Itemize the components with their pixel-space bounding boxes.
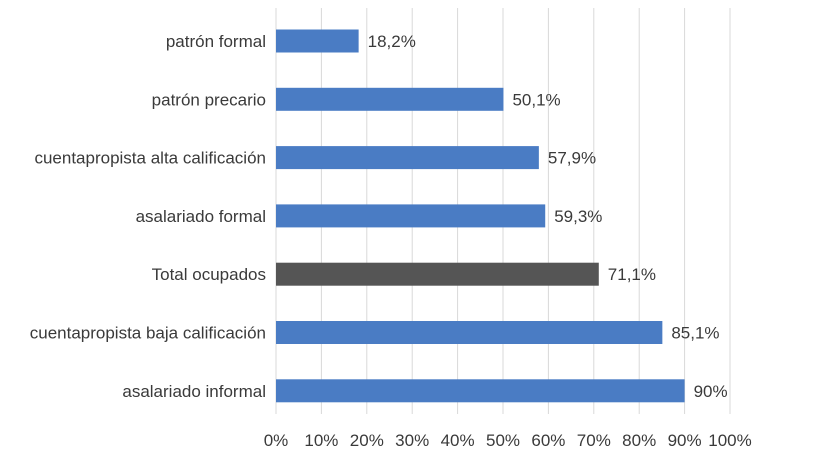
bar <box>276 204 546 228</box>
bar <box>276 87 504 111</box>
data-label: 57,9% <box>548 149 596 168</box>
x-tick-label: 10% <box>304 431 338 450</box>
data-labels: 18,2% 50,1% 57,9% 59,3% 71,1% 85,1% 90% <box>368 32 728 401</box>
data-label: 18,2% <box>368 32 416 51</box>
bar <box>276 379 685 403</box>
category-label: cuentapropista alta calificación <box>34 149 266 168</box>
bar <box>276 262 599 286</box>
x-tick-label: 90% <box>668 431 702 450</box>
x-tick-label: 0% <box>264 431 289 450</box>
category-labels: patrón formal patrón precario cuentapropis… <box>30 32 266 401</box>
bars-group <box>276 29 685 403</box>
x-tick-label: 60% <box>531 431 565 450</box>
x-tick-label: 80% <box>622 431 656 450</box>
x-tick-label: 40% <box>441 431 475 450</box>
bar <box>276 29 359 53</box>
data-label: 85,1% <box>671 324 719 343</box>
x-tick-label: 20% <box>350 431 384 450</box>
x-tick-label: 100% <box>708 431 751 450</box>
x-tick-label: 70% <box>577 431 611 450</box>
x-tick-label: 30% <box>395 431 429 450</box>
category-label: asalariado formal <box>136 207 266 226</box>
data-label: 59,3% <box>554 207 602 226</box>
category-label: asalariado informal <box>122 382 266 401</box>
category-label: patrón formal <box>166 32 266 51</box>
data-label: 71,1% <box>608 265 656 284</box>
category-label: cuentapropista baja calificación <box>30 324 266 343</box>
data-label: 50,1% <box>512 90 560 109</box>
x-axis-tick-labels: 0% 10% 20% 30% 40% 50% 60% 70% 80% 90% 100% <box>264 431 752 450</box>
category-label: patrón precario <box>152 90 266 109</box>
x-tick-label: 50% <box>486 431 520 450</box>
bar <box>276 146 539 170</box>
category-label: Total ocupados <box>152 265 266 284</box>
bar <box>276 321 663 344</box>
data-label: 90% <box>694 382 728 401</box>
